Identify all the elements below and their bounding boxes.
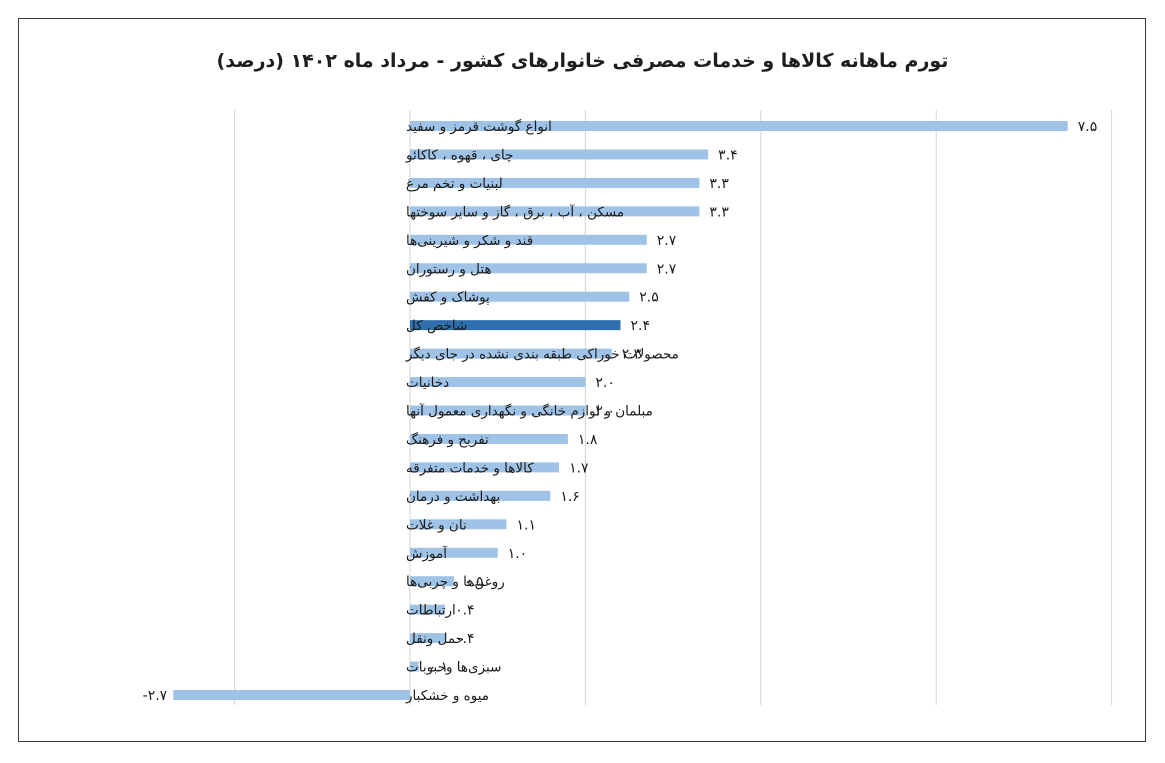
category-label: مبلمان و لوازم خانگی و نگهداری معمول آنه… [406,403,653,420]
value-label: ۲.۷ [657,233,677,249]
category-label: آموزش [406,545,448,562]
value-label: ۰.۴ [455,603,475,619]
category-label: مسکن ، آب ، برق ، گاز و سایر سوختها [406,203,624,220]
bar [410,121,1068,131]
bar [410,661,419,672]
value-label: ۰.۵ [464,574,484,590]
category-label: میوه و خشکبار [405,688,489,704]
category-labels: انواع گوشت قرمز و سفید چای ، قهوه ، کاکائ… [405,118,679,704]
category-label: قند و شکر و شیرینی‌ها [406,233,533,249]
category-label: سبزی‌ها وحبوبات [406,660,501,676]
value-label: ۱.۸ [578,432,598,448]
category-label: کالاها و خدمات متفرقه [406,460,534,476]
bar [410,234,647,245]
value-label: ۳.۳ [709,204,729,220]
category-label: انواع گوشت قرمز و سفید [406,118,552,135]
bar [410,547,498,558]
value-label: ۱.۶ [560,489,580,505]
value-label: ۲.۵ [639,290,659,306]
bar [410,320,621,331]
category-label: تفریح و فرهنگ [406,432,489,448]
bar [410,519,507,530]
bar [410,206,700,217]
category-label: چای ، قهوه ، کاکائو [405,147,513,163]
value-label: ۷.۵ [1078,119,1098,135]
value-label: -۲.۷ [143,688,168,704]
value-label: ۲.۳ [622,347,642,363]
category-label: دخانیات [406,375,449,391]
category-label: شاخص کل [406,318,467,334]
value-labels: ۷.۵ ۳.۴ ۳.۳ ۳.۳ ۲.۷ ۲.۷ ۲.۵ ۲.۴ ۲.۳ ۲.۰ ۲.۰ ۱.۸ ۱.۷ ۱… [143,119,1098,704]
category-label: حمل ونقل [406,631,464,647]
value-label: ۱.۱ [516,517,536,533]
bar [173,690,410,700]
value-label: ۰.۱ [429,660,449,676]
bar [410,291,630,302]
category-label: پوشاک و کفش [406,290,490,306]
bar [410,433,568,444]
category-label: هتل و رستوران [406,261,492,277]
category-label: محصولات خوراکی طبقه بندی نشده در جای دیگ… [405,346,679,363]
bar [410,405,586,416]
category-label: نان و غلات [406,517,467,533]
bar [410,604,446,615]
bar [410,348,612,359]
value-label: ۰.۴ [455,631,475,647]
category-label: بهداشت و درمان [406,489,500,505]
value-label: ۳.۳ [709,176,729,192]
bar [410,263,647,274]
value-label: ۲.۰ [595,375,615,391]
category-label: ارتباطات [406,603,456,619]
value-label: ۲.۷ [657,261,677,277]
gridlines [234,110,1113,705]
chart-title: تورم ماهانه کالاها و خدمات مصرفی خانواره… [216,50,949,72]
bar [410,490,551,501]
value-label: ۱.۰ [508,546,528,562]
bar [410,177,700,188]
value-label: ۲.۴ [630,318,650,334]
category-label: روغن‌ها و چربی‌ها [406,574,505,590]
value-label: ۳.۴ [718,147,738,163]
bar [410,633,446,644]
chart-frame [18,18,1146,742]
bars [173,121,1068,700]
value-label: ۲.۰ [595,404,615,420]
bar [410,149,709,160]
category-label: لبنیات و تخم مرغ [406,176,503,192]
bar [410,377,586,388]
value-label: ۱.۷ [569,460,589,476]
bar [410,576,454,587]
bar [410,462,560,473]
